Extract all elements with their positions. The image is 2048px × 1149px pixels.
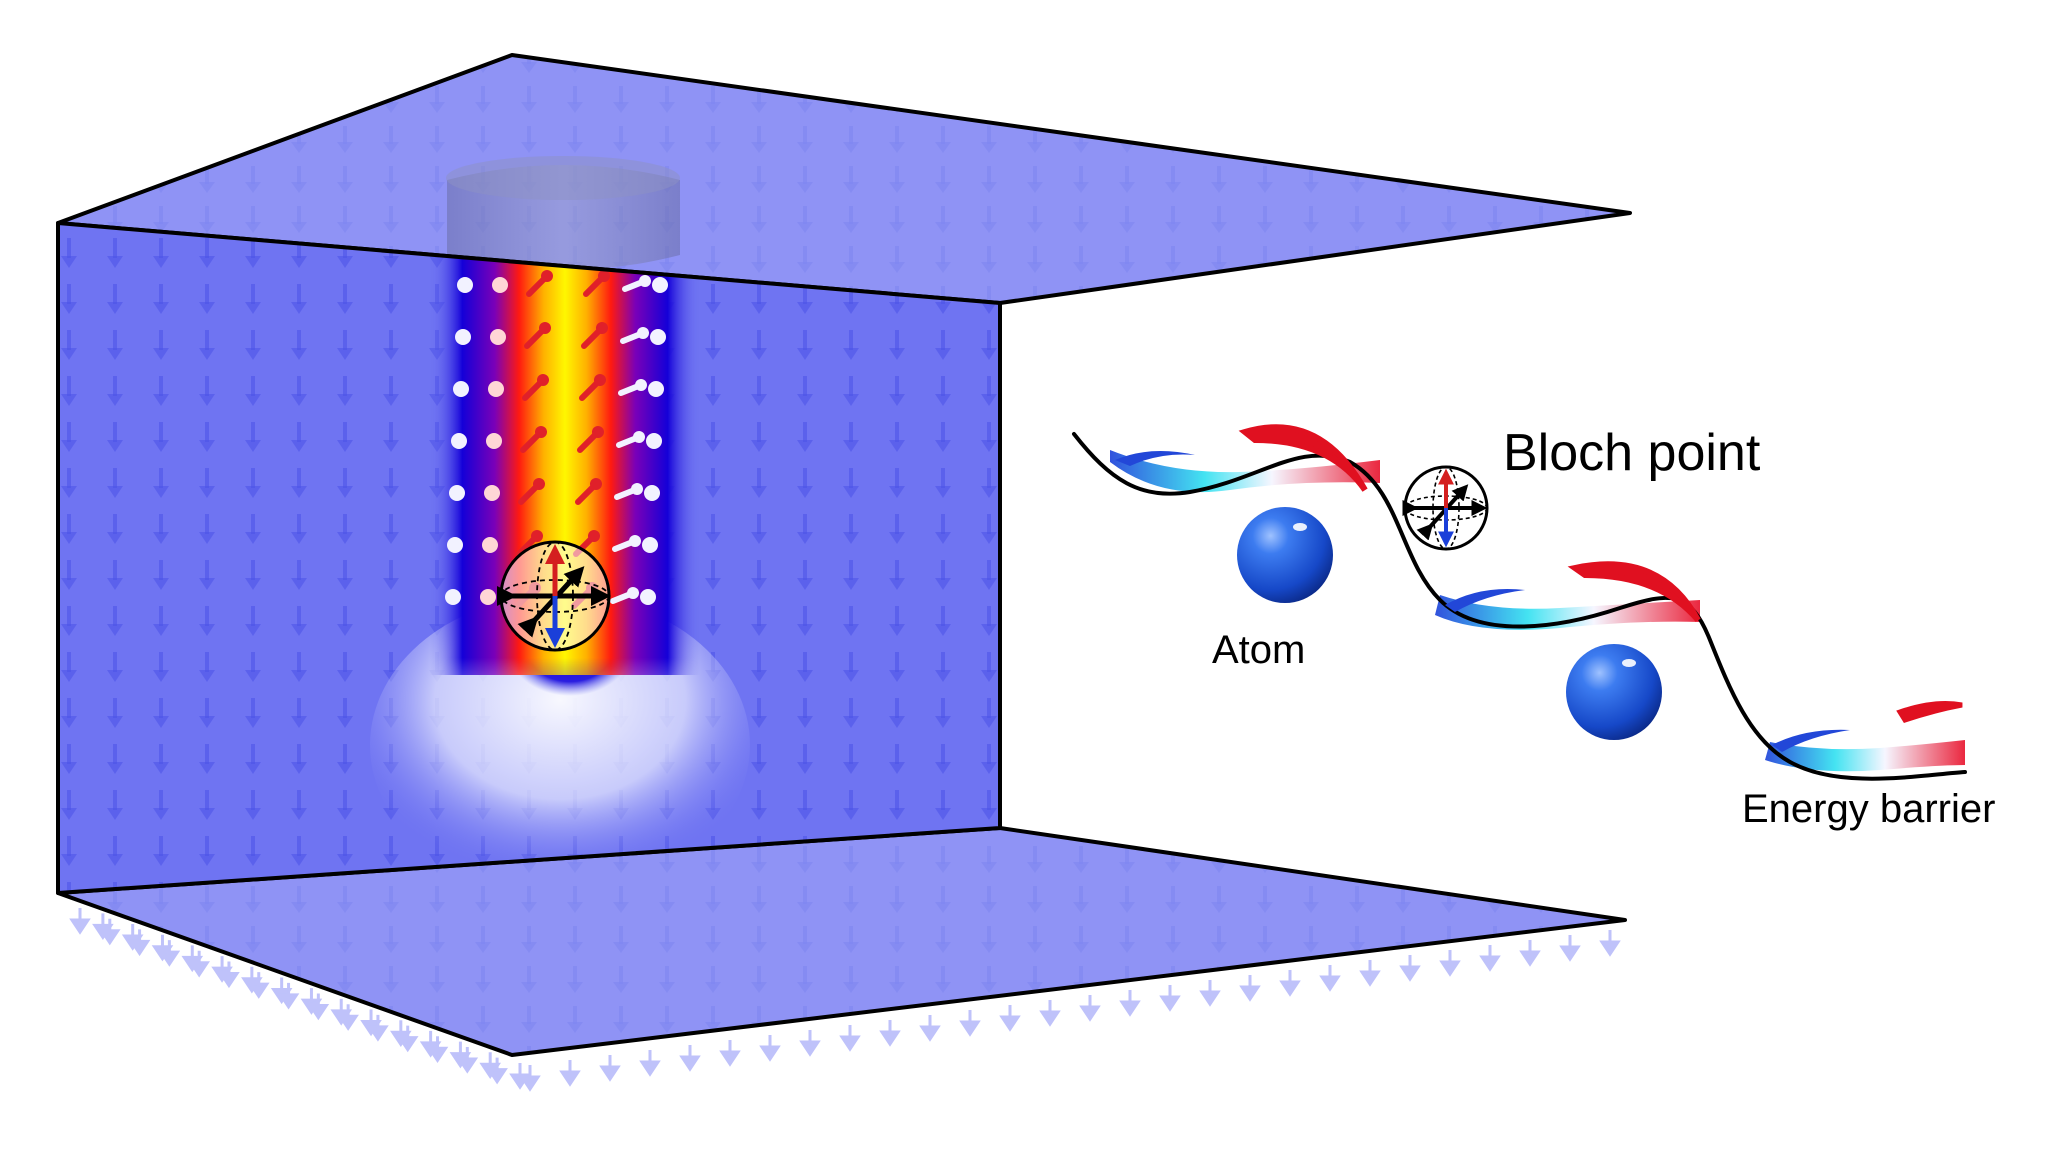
spin-dot	[646, 433, 662, 449]
field-arrow	[456, 1046, 479, 1074]
spin-dot	[484, 485, 500, 501]
spin-arrow-head	[639, 275, 651, 287]
field-arrow	[426, 1036, 449, 1063]
spin-dot	[488, 381, 504, 397]
spin-arrow-head	[592, 426, 604, 438]
top-slab	[56, 53, 1632, 305]
field-arrow	[799, 1030, 821, 1057]
spin-dot	[451, 433, 467, 449]
field-arrow	[1119, 990, 1141, 1017]
field-arrow	[919, 1015, 941, 1042]
spin-dot	[640, 589, 656, 605]
field-arrow	[486, 1057, 508, 1085]
spin-dot	[482, 537, 498, 553]
field-arrow	[1279, 970, 1301, 997]
spin-dot	[644, 485, 660, 501]
field-arrow	[759, 1035, 781, 1062]
spin-arrow-head	[598, 270, 610, 282]
field-arrow	[1319, 965, 1341, 992]
spin-dot	[453, 381, 469, 397]
field-arrow	[719, 1040, 741, 1067]
field-arrow	[1079, 995, 1101, 1022]
field-arrow	[1159, 985, 1181, 1012]
spin-arrow-head	[637, 327, 649, 339]
spin-arrow-head	[541, 270, 553, 282]
spin-arrow-head	[635, 379, 647, 391]
field-arrow	[679, 1045, 701, 1072]
atom-sphere-icon-2	[1566, 644, 1662, 740]
energy-barrier-label: Energy barrier	[1742, 787, 1995, 831]
tube-spin-arrows	[445, 270, 668, 609]
spin-dot	[457, 277, 473, 293]
field-arrow	[639, 1050, 661, 1077]
field-arrow	[1239, 975, 1261, 1002]
field-arrow	[1559, 935, 1581, 962]
spin-arrow-head	[594, 374, 606, 386]
field-arrow	[247, 972, 270, 999]
spin-arrow-head	[533, 478, 545, 490]
field-arrow	[218, 961, 240, 989]
field-arrow	[519, 1065, 541, 1092]
spin-dot	[490, 329, 506, 345]
field-arrow	[559, 1060, 581, 1087]
bloch-point-label: Bloch point	[1503, 424, 1761, 482]
spin-dot	[650, 329, 666, 345]
field-arrow	[307, 993, 330, 1021]
bloch-sphere-small-icon	[1402, 465, 1489, 551]
field-arrow	[158, 940, 181, 967]
field-arrow	[959, 1010, 981, 1037]
spin-arrow-head	[633, 431, 645, 443]
bloch-sphere-icon	[497, 540, 611, 652]
field-arrow	[1039, 1000, 1061, 1027]
field-arrow	[188, 950, 210, 978]
field-arrow	[1599, 930, 1621, 957]
field-arrow	[1399, 955, 1421, 982]
energy-landscape	[1072, 424, 1967, 781]
spin-dot	[447, 537, 463, 553]
spin-arrow-head	[539, 322, 551, 334]
field-arrow	[839, 1025, 861, 1052]
field-arrow	[1479, 945, 1501, 972]
spin-arrow-head	[629, 535, 641, 547]
spin-arrow-head	[596, 322, 608, 334]
field-arrow	[128, 929, 151, 957]
spin-arrow-head	[590, 478, 602, 490]
field-arrow	[1199, 980, 1221, 1007]
field-arrow	[69, 908, 91, 935]
bottom-slab	[56, 826, 1627, 1092]
spin-arrow-head	[535, 426, 547, 438]
field-arrow	[277, 982, 300, 1010]
field-arrow	[999, 1005, 1021, 1032]
field-arrow	[337, 1004, 359, 1031]
atom-sphere-icon	[1237, 507, 1333, 603]
spin-dot	[486, 433, 502, 449]
front-slab-outline	[56, 221, 1002, 895]
field-arrow	[367, 1014, 389, 1042]
field-arrow	[396, 1025, 419, 1053]
spin-dot	[445, 589, 461, 605]
field-arrow	[98, 918, 121, 946]
spin-dot	[652, 277, 668, 293]
field-arrow	[1359, 960, 1381, 987]
field-arrow	[1519, 940, 1541, 967]
spin-dot	[455, 329, 471, 345]
spin-dot	[648, 381, 664, 397]
spin-arrow-head	[588, 530, 600, 542]
spin-dot	[492, 277, 508, 293]
field-arrow	[599, 1055, 621, 1082]
spin-dot	[642, 537, 658, 553]
spin-dot	[449, 485, 465, 501]
field-arrow	[879, 1020, 901, 1047]
spin-arrow-head	[531, 530, 543, 542]
spin-arrow-head	[627, 587, 639, 599]
atom-label: Atom	[1212, 628, 1305, 672]
spin-arrow-head	[537, 374, 549, 386]
field-arrow	[1439, 950, 1461, 977]
spin-dot	[480, 589, 496, 605]
spin-arrow-head	[631, 483, 643, 495]
